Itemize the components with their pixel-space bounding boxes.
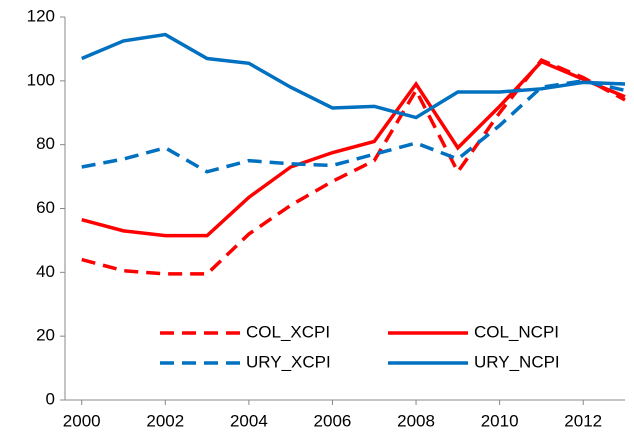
x-tick-label: 2008: [397, 411, 435, 430]
series-line: [81, 32, 626, 120]
y-tick-label: 60: [36, 198, 55, 217]
x-tick-label: 2006: [314, 411, 352, 430]
legend-label: URY_XCPI: [246, 352, 331, 371]
y-tick-label: 40: [36, 262, 55, 281]
series-line: [81, 59, 626, 238]
legend-label: URY_NCPI: [474, 352, 560, 371]
y-tick-label: 120: [27, 6, 55, 25]
series-line: [81, 57, 626, 276]
y-tick-label: 20: [36, 326, 55, 345]
x-tick-label: 2004: [230, 411, 268, 430]
y-tick-label: 80: [36, 134, 55, 153]
series-line: [81, 79, 626, 174]
x-tick-label: 2010: [481, 411, 519, 430]
legend-label: COL_NCPI: [474, 322, 559, 341]
y-tick-label: 100: [27, 70, 55, 89]
x-tick-label: 2012: [564, 411, 602, 430]
x-tick-label: 2002: [146, 411, 184, 430]
x-tick-label: 2000: [63, 411, 101, 430]
y-tick-label: 0: [46, 389, 55, 408]
legend-label: COL_XCPI: [246, 322, 330, 341]
